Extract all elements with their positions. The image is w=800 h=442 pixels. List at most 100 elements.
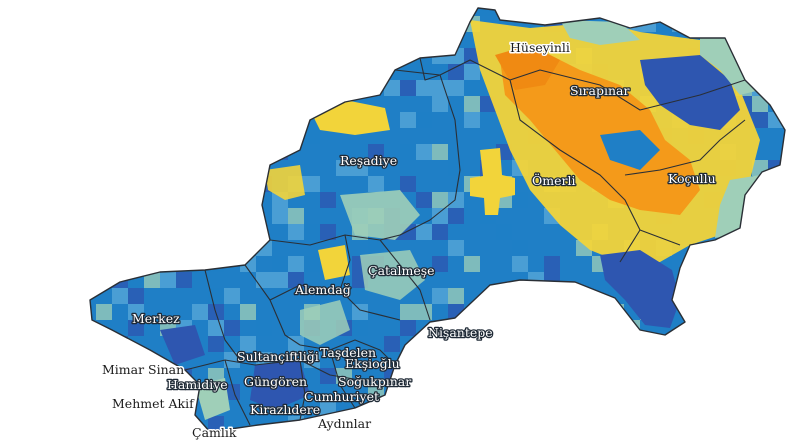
heat-cell (224, 352, 240, 368)
heat-cell (176, 272, 192, 288)
heat-cell (512, 192, 528, 208)
heat-cell (112, 288, 128, 304)
label-cumhuriyet: Cumhuriyet (304, 389, 379, 404)
heat-cell (480, 8, 496, 16)
label-mimar-sinan: Mimar Sinan (102, 362, 184, 377)
heat-cell (352, 320, 368, 336)
label-kirazlidere: Kirazlıdere (250, 402, 320, 417)
deep-blue-merkez (160, 325, 205, 365)
heat-cell (448, 208, 464, 224)
deep-blue-east (640, 55, 740, 130)
heat-cell (464, 96, 480, 112)
heat-cell (752, 96, 768, 112)
heat-cell (288, 272, 304, 288)
label-camlik: Çamlık (192, 425, 237, 440)
border-resadiye-south (269, 234, 431, 321)
heat-cell (464, 112, 480, 128)
teal-catalmese (360, 250, 425, 300)
heat-cell (144, 272, 160, 288)
heat-cell (432, 256, 448, 272)
heat-cell (240, 336, 256, 352)
heat-cell (400, 112, 416, 128)
teal-north (560, 20, 640, 45)
heat-cell (416, 64, 432, 80)
heat-cell (368, 240, 384, 256)
heat-cell (464, 256, 480, 272)
district-labels: Hüseyinli Sırapınar Reşadiye Ömerli Koçu… (101, 39, 717, 442)
heat-cell (336, 368, 352, 384)
heat-cell (160, 272, 176, 288)
label-catalmese: Çatalmeşe (368, 263, 435, 278)
label-mehmet-akif: Mehmet Akif (112, 396, 195, 411)
heat-cell (304, 256, 320, 272)
border-catalmese-west (339, 234, 351, 291)
border-kocullu-south (639, 229, 681, 246)
heat-cell (256, 272, 272, 288)
border-center-1 (244, 264, 301, 346)
heat-cell (336, 160, 352, 176)
label-sirapinar: Sırapınar (570, 83, 629, 98)
heat-cell (384, 336, 400, 352)
border-south-2 (224, 359, 251, 426)
heat-cell (416, 112, 432, 128)
heat-cell (240, 304, 256, 320)
label-kocullu: Koçullu (668, 171, 716, 186)
heat-cell (400, 176, 416, 192)
heat-cell (96, 304, 112, 320)
border-resadiye-omerli (379, 74, 461, 241)
heat-cell (128, 288, 144, 304)
heat-cell (512, 240, 528, 256)
label-hamidiye: Hamidiye (167, 377, 228, 392)
heat-cell (368, 368, 384, 384)
heat-cell (272, 256, 288, 272)
heat-cell (352, 288, 368, 304)
label-alemdag: Alemdağ (294, 282, 351, 297)
district-borders (89, 7, 786, 433)
deep-blue-southeast (600, 250, 680, 328)
heat-cell (352, 160, 368, 176)
label-aydinlar: Aydınlar (317, 416, 371, 431)
label-gungoren: Güngören (244, 374, 307, 389)
heat-cell (432, 80, 448, 96)
label-nisantepe: Nişantepe (428, 325, 493, 340)
heat-cell (448, 160, 464, 176)
heat-cell (320, 400, 336, 416)
heat-cell (416, 192, 432, 208)
heat-cell (256, 320, 272, 336)
heat-cell (448, 240, 464, 256)
heat-cell (432, 144, 448, 160)
deep-blue-south (250, 360, 310, 410)
heat-cell (208, 336, 224, 352)
heat-cell (448, 64, 464, 80)
heat-cell (352, 304, 368, 320)
heat-cell (416, 144, 432, 160)
heat-cell (432, 224, 448, 240)
heat-cell (432, 192, 448, 208)
heat-hotspots (160, 20, 760, 420)
label-sogukpinar: Soğukpınar (338, 374, 411, 389)
yellow-zone-alemdag (318, 245, 350, 280)
border-south-3 (299, 359, 306, 421)
heat-cell (304, 224, 320, 240)
label-tasdelen: Taşdelen (320, 345, 376, 360)
border-huseyinli (394, 59, 746, 111)
heat-cell (368, 352, 384, 368)
teal-center-south (300, 300, 350, 345)
heat-cell (224, 288, 240, 304)
heat-cell (432, 288, 448, 304)
heat-cell (416, 304, 432, 320)
heat-cell (368, 384, 384, 400)
heat-cell (368, 176, 384, 192)
heat-cell (304, 176, 320, 192)
heat-cell (464, 80, 480, 96)
heat-cell (496, 224, 512, 240)
label-merkez: Merkez (132, 311, 180, 326)
border-center-2 (299, 339, 396, 366)
heat-cell (416, 208, 432, 224)
heat-cell (400, 320, 416, 336)
orange-zone (500, 50, 700, 215)
heat-cell (288, 256, 304, 272)
heat-cell (464, 48, 480, 64)
heat-cell (416, 224, 432, 240)
